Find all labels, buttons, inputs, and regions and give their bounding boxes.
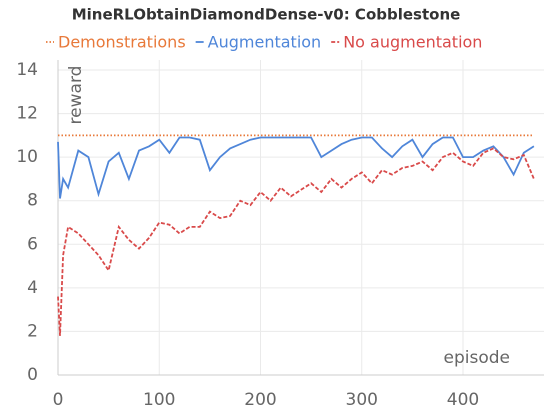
series-line — [57, 136, 535, 199]
legend-label: No augmentation — [343, 33, 482, 52]
legend-label: Demonstrations — [58, 33, 186, 52]
y-tick-label: 12 — [16, 104, 38, 124]
x-tick-label: 200 — [244, 390, 276, 410]
y-tick-label: 10 — [16, 147, 38, 167]
x-axis-label: episode — [444, 348, 510, 368]
y-tick-label: 4 — [27, 278, 38, 298]
y-tick-label: 6 — [27, 234, 38, 254]
x-tick-label: 100 — [143, 390, 175, 410]
y-tick-label: 0 — [27, 365, 38, 385]
x-tick-label: 300 — [346, 390, 378, 410]
chart-title: MineRLObtainDiamondDense-v0: Cobblestone — [72, 6, 461, 24]
legend: Demonstrations Augmentation No augmentatio… — [46, 33, 482, 52]
y-axis-label: reward — [66, 66, 86, 125]
y-tick-label: 8 — [27, 191, 38, 211]
y-tick-label: 2 — [27, 321, 38, 341]
x-tick-label: 0 — [53, 390, 64, 410]
y-tick-label: 14 — [16, 60, 38, 80]
legend-label: Augmentation — [208, 33, 322, 52]
series-line — [57, 147, 535, 336]
x-tick-label: 400 — [447, 390, 479, 410]
